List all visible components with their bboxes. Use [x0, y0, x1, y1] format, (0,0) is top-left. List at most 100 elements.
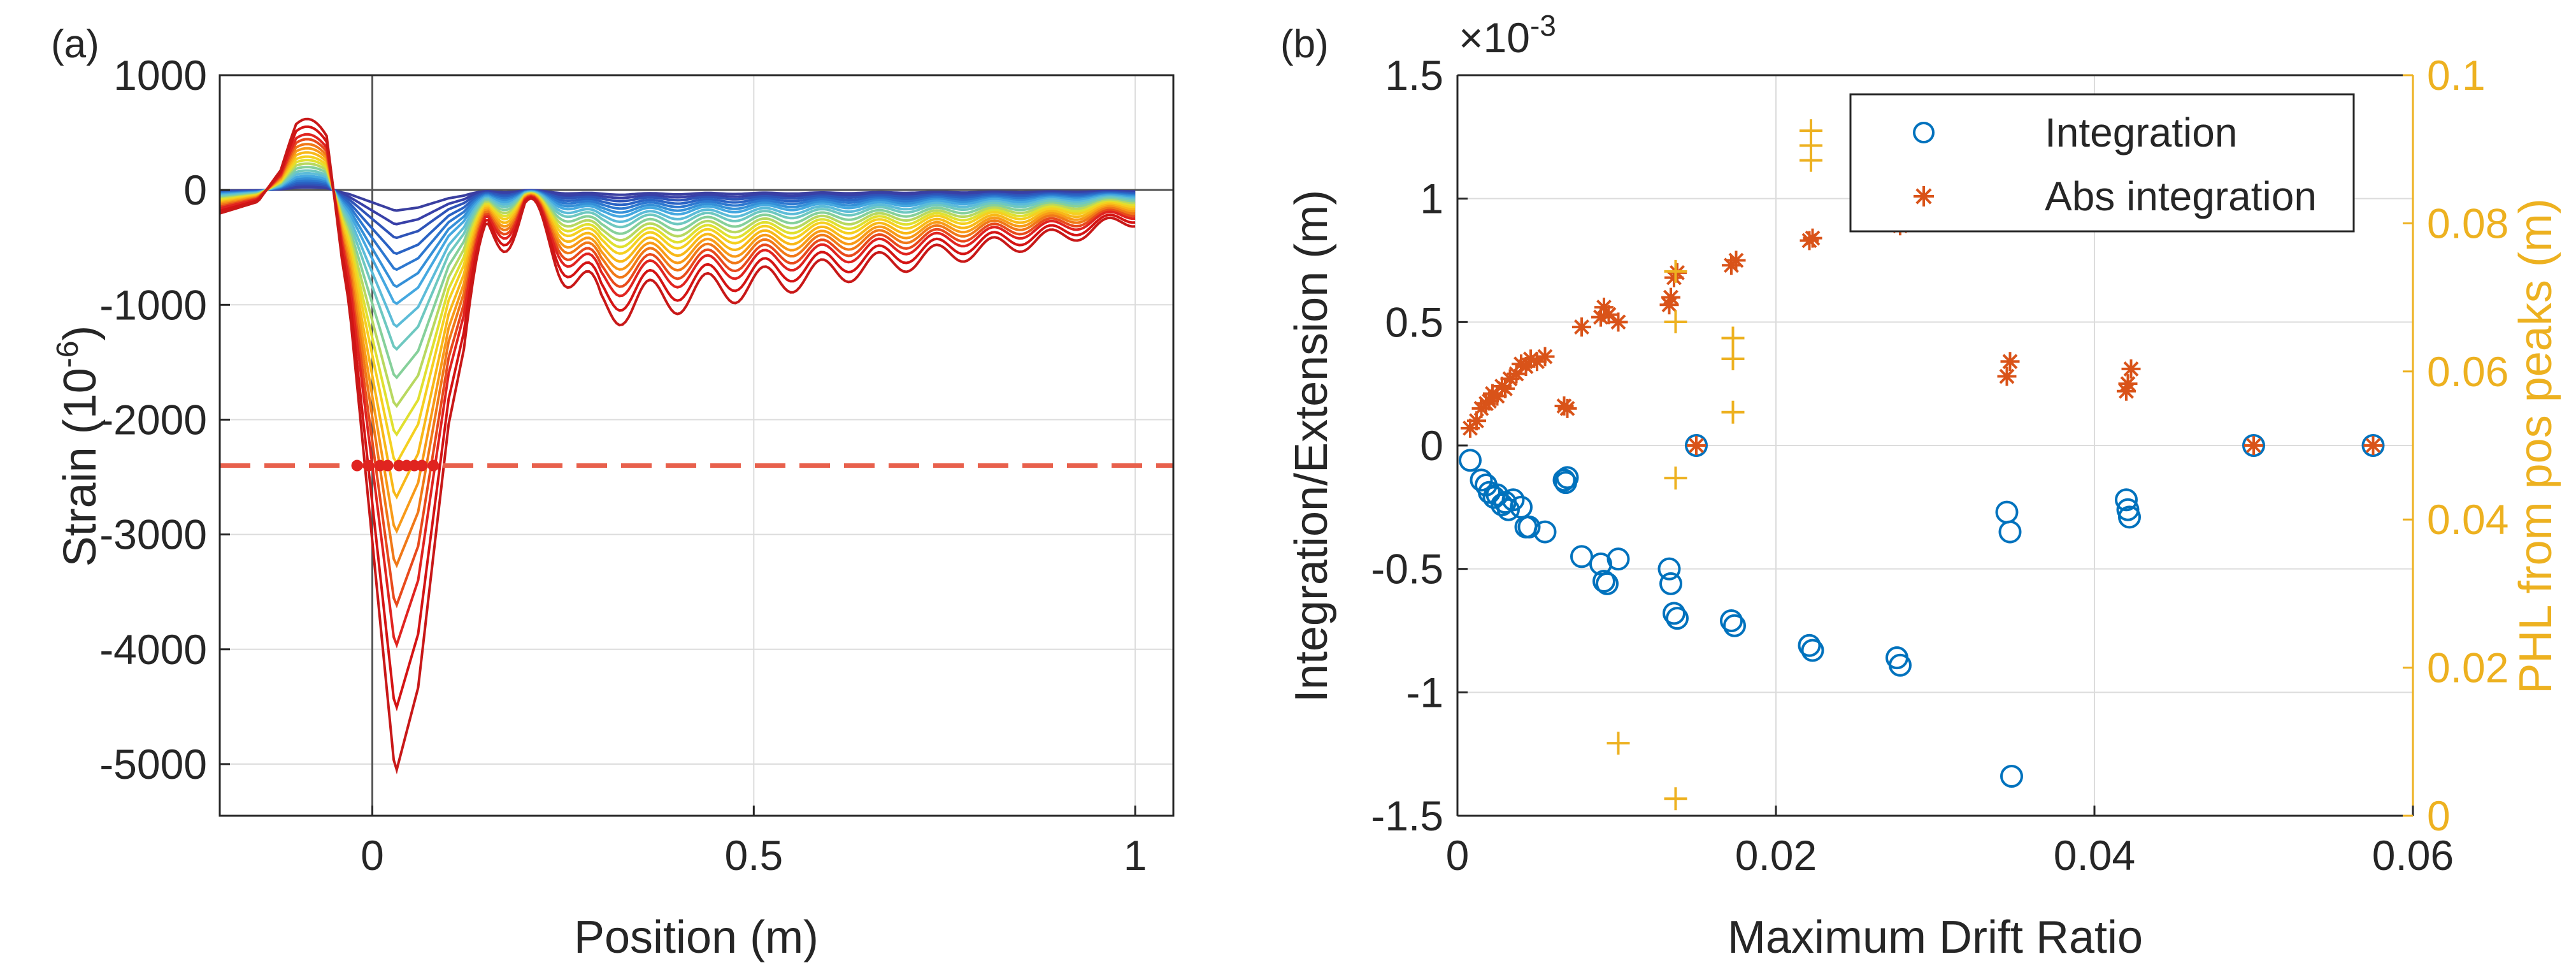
- integration-point: [1589, 552, 1612, 575]
- integration-point: [1517, 515, 1541, 539]
- integration-point: [1801, 639, 1824, 662]
- panel-a-threshold-point: [351, 460, 363, 472]
- panel-a-series-line: [219, 169, 1136, 351]
- legend-box: [1849, 93, 2355, 233]
- abs-integration-point: [1557, 398, 1577, 418]
- abs-integration-point-shape: [1803, 228, 1822, 248]
- panel-a-series-line: [219, 175, 1136, 305]
- panel-b-ytick-label: 1.5: [1385, 52, 1443, 99]
- abs-integration-point-shape: [1467, 411, 1486, 431]
- abs-integration-point-shape: [2117, 381, 2136, 401]
- panel-a-ytick-label: 0: [183, 166, 207, 213]
- abs-integration-point-shape: [1726, 250, 1746, 270]
- phl-point: [1721, 326, 1745, 350]
- integration-point: [1798, 633, 1821, 657]
- abs-integration-point: [1572, 317, 1591, 337]
- abs-integration-point-shape: [1572, 317, 1591, 337]
- abs-integration-point: [1594, 298, 1614, 317]
- abs-integration-point-shape: [1480, 391, 1499, 411]
- abs-integration-point: [1803, 228, 1822, 248]
- integration-point: [1470, 468, 1493, 492]
- panel-a-ticks: 0 0.5 1 1000 0 -1000 -2000 -3000 -4000 -5000: [99, 52, 1147, 879]
- panel-a-ytick-label: -4000: [99, 626, 207, 673]
- panel-a-series-line: [219, 117, 1136, 775]
- panel-a-series-line: [219, 177, 1136, 289]
- abs-integration-point-shape: [1661, 287, 1680, 307]
- abs-integration-point-shape: [1512, 354, 1531, 374]
- phl-point: [1800, 119, 1822, 143]
- abs-integration-point: [1506, 364, 1526, 384]
- integration-point: [1685, 434, 1708, 457]
- abs-integration-point: [1516, 357, 1536, 377]
- abs-integration-point-shape: [1483, 384, 1502, 403]
- abs-integration-point-shape: [1506, 364, 1526, 384]
- panel-b-ytick-right-label: 0.08: [2427, 199, 2508, 247]
- integration-point: [1663, 602, 1685, 625]
- phl-point: [1664, 787, 1687, 811]
- abs-integration-point: [1997, 366, 2017, 386]
- phl-point: [1664, 467, 1687, 490]
- phl-point: [1606, 732, 1630, 755]
- integration-point: [1596, 572, 1619, 595]
- abs-integration-point: [1512, 354, 1531, 374]
- abs-integration-point-shape: [1516, 357, 1536, 377]
- abs-integration-point: [1591, 307, 1610, 327]
- abs-integration-point: [1659, 295, 1679, 315]
- panel-a-series-line: [219, 180, 1136, 256]
- panel-a-series-line: [219, 143, 1136, 568]
- abs-integration-point-shape: [1687, 436, 1706, 455]
- phl-point: [1721, 400, 1745, 424]
- panel-b-ytick-right-label: 0.1: [2427, 52, 2486, 99]
- integration-point: [1606, 547, 1630, 571]
- integration-point: [1501, 488, 1525, 512]
- panel-b-ytick-label: 0: [1420, 422, 1443, 469]
- integration-point: [2242, 434, 2265, 457]
- abs-integration-point: [2244, 436, 2263, 455]
- panel-b-xtick-label: 0.04: [2054, 832, 2135, 879]
- integration-point: [1723, 614, 1746, 637]
- abs-integration-point: [2363, 436, 2383, 455]
- panel-a-threshold: [220, 460, 1173, 472]
- panel-b-ytick-right-label: 0.02: [2427, 644, 2508, 691]
- integration-point: [1570, 545, 1593, 568]
- panel-a-series-line: [219, 125, 1136, 712]
- abs-integration-point-shape: [1496, 379, 1515, 398]
- panel-b-xtick-label: 0.06: [2372, 832, 2454, 879]
- abs-integration-point: [1608, 312, 1628, 332]
- panel-b-multiplier: ×10-3: [1459, 9, 1556, 61]
- panel-a-series-line: [219, 155, 1136, 466]
- panel-b-ylabel-right: PHL from pos peaks (m): [2510, 198, 2561, 694]
- abs-integration-point-shape: [1594, 298, 1614, 317]
- panel-a-ytick-label: -3000: [99, 511, 207, 558]
- panel-a-series-line: [219, 166, 1136, 380]
- panel-b-ticks: 0 0.02 0.04 0.06 1.5 1 0.5 0 -0.5 -1 -1.5 0.1 0.08 0.…: [1371, 52, 2508, 879]
- abs-integration-point: [2121, 359, 2141, 379]
- panel-a-series-line: [219, 178, 1136, 271]
- abs-integration-point: [1480, 391, 1499, 411]
- abs-integration-point-shape: [1591, 307, 1610, 327]
- panel-a-ylabel-exponent: -6: [51, 341, 85, 368]
- panel-b: (b) ×10-3 0 0.02 0.04 0.06 1.5 1 0.5 0 -0.5 -1 -1.…: [1280, 9, 2561, 963]
- integration-point: [1998, 520, 2022, 544]
- panel-b-ytick-right-label: 0: [2427, 792, 2451, 839]
- abs-integration-point-shape: [2121, 359, 2141, 379]
- integration-point: [1659, 572, 1682, 595]
- integration-point: [1459, 449, 1482, 472]
- abs-integration-point: [1599, 305, 1619, 324]
- panel-b-ytick-right-label: 0.06: [2427, 348, 2508, 395]
- panel-a-xlabel: Position (m): [574, 912, 819, 963]
- abs-integration-point: [1521, 349, 1540, 369]
- panel-b-ytick-label: 1: [1420, 175, 1443, 222]
- panel-a-ylabel-main: Strain (10: [55, 368, 106, 567]
- abs-integration-point-shape: [2118, 374, 2138, 394]
- panel-b-label: (b): [1280, 22, 1329, 66]
- abs-integration-point-shape: [1461, 418, 1480, 438]
- legend-abs-integration-marker: [1914, 186, 1934, 206]
- phl-point: [1664, 259, 1687, 283]
- integration-point: [1592, 570, 1615, 593]
- integration-point: [2361, 434, 2385, 457]
- abs-integration-point-shape: [1997, 366, 2017, 386]
- abs-integration-point-shape: [1535, 347, 1555, 366]
- integration-point: [1556, 466, 1579, 489]
- abs-integration-point-shape: [2363, 436, 2383, 455]
